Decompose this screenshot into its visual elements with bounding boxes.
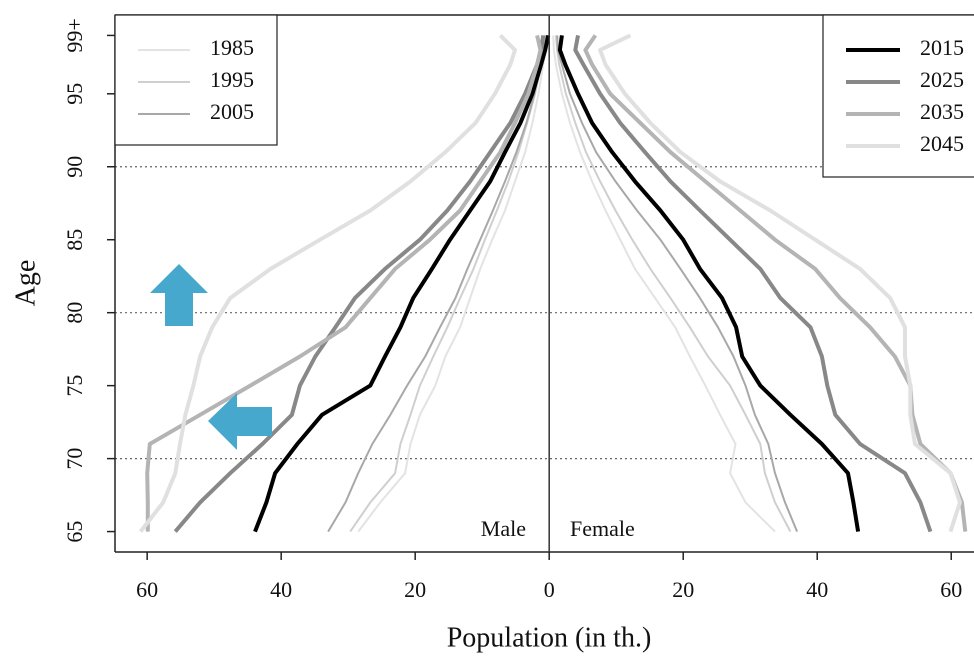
female-label: Female (570, 516, 635, 541)
population-line (557, 35, 861, 532)
y-tick-label: 85 (62, 229, 87, 251)
arrow-left (208, 393, 272, 450)
population-line (357, 35, 548, 533)
x-tick-label: 40 (806, 577, 828, 602)
male-label: Male (481, 516, 526, 541)
y-tick-label: 70 (62, 448, 87, 470)
y-tick-label: 65 (62, 521, 87, 543)
y-tick-label: 95 (62, 83, 87, 105)
population-line (327, 35, 547, 533)
legend-label: 1985 (210, 35, 254, 60)
arrow-up (150, 264, 208, 326)
legend-label: 1995 (210, 67, 254, 92)
legends: 1985 1995 2005 2015 2025 2035 2045 (114, 14, 974, 178)
population-line (253, 34, 551, 533)
y-tick-label: 99+ (62, 18, 87, 52)
legend-label: 2025 (920, 67, 964, 92)
population-line (554, 35, 792, 533)
legend-label: 2045 (920, 131, 964, 156)
plot-lines (138, 33, 968, 533)
x-tick-label: 60 (940, 577, 962, 602)
legend-box (114, 14, 278, 146)
population-line (598, 33, 962, 533)
x-axis-label: Population (in th.) (447, 622, 652, 653)
y-axis-label: Age (10, 260, 41, 307)
y-tick-label: 75 (62, 375, 87, 397)
x-tick-label: 20 (404, 577, 426, 602)
x-tick-label: 20 (672, 577, 694, 602)
population-line (138, 33, 517, 533)
y-tick-label: 90 (62, 156, 87, 178)
legend-label: 2005 (210, 99, 254, 124)
population-line (145, 34, 543, 532)
population-line (573, 35, 933, 533)
population-line (583, 34, 968, 532)
axes: 60 40 20 0 20 40 60 65 70 75 80 85 90 95 99+ (62, 14, 974, 602)
legend-label: 2015 (920, 35, 964, 60)
legend-label: 2035 (920, 99, 964, 124)
population-line (556, 35, 799, 532)
x-tick-label: 60 (136, 577, 158, 602)
x-tick-label: 0 (544, 577, 555, 602)
y-tick-label: 80 (62, 302, 87, 324)
population-line (173, 35, 546, 533)
legend-box (822, 14, 974, 178)
x-tick-label: 40 (270, 577, 292, 602)
population-line (552, 35, 776, 533)
